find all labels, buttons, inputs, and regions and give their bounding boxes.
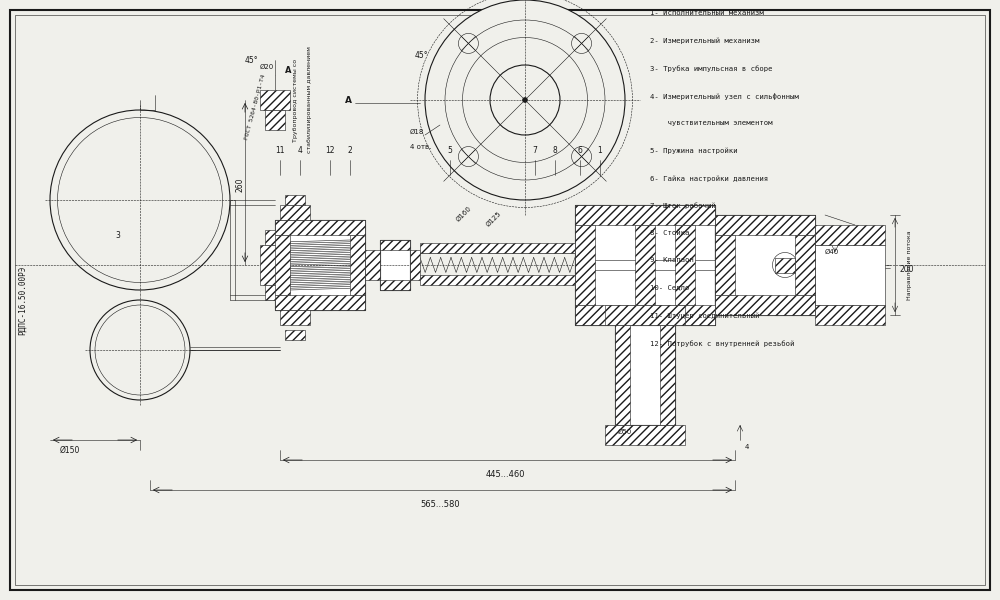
Bar: [350, 235, 365, 295]
Bar: [260, 245, 280, 285]
Bar: [420, 242, 575, 253]
Bar: [575, 205, 715, 325]
Text: Ø150: Ø150: [60, 446, 80, 455]
Bar: [605, 425, 685, 445]
Text: 2- Измерительный механизм: 2- Измерительный механизм: [650, 37, 759, 44]
Bar: [285, 195, 305, 205]
Text: 5- Пружина настройки: 5- Пружина настройки: [650, 148, 738, 154]
Text: 45°: 45°: [415, 51, 429, 60]
Text: ГОСТ 5264-80-Р1-Т4: ГОСТ 5264-80-Р1-Т4: [244, 74, 266, 140]
Bar: [380, 280, 410, 290]
Bar: [795, 235, 815, 295]
Text: 6- Гайка настройки давления: 6- Гайка настройки давления: [650, 175, 768, 181]
Text: 11: 11: [275, 146, 285, 155]
Bar: [815, 305, 885, 325]
Bar: [365, 250, 380, 280]
Text: 8- Стойка: 8- Стойка: [650, 230, 689, 236]
Bar: [815, 225, 885, 245]
Text: 10- Седло: 10- Седло: [650, 285, 689, 291]
Bar: [280, 310, 310, 325]
Text: 260: 260: [236, 178, 244, 192]
Circle shape: [522, 97, 528, 103]
Bar: [715, 215, 815, 235]
Text: 7- Шток рабочий: 7- Шток рабочий: [650, 202, 716, 209]
Text: A: A: [285, 66, 292, 75]
Text: 8: 8: [553, 146, 557, 155]
Circle shape: [90, 300, 190, 400]
Bar: [715, 295, 815, 315]
Text: 2: 2: [348, 146, 352, 155]
Text: A: A: [345, 96, 352, 105]
Bar: [265, 110, 285, 130]
Text: чувствительным элементом: чувствительным элементом: [650, 120, 772, 126]
Text: 11- Штуцер соединительный: 11- Штуцер соединительный: [650, 313, 759, 319]
Text: 4 отв.: 4 отв.: [410, 144, 431, 150]
Text: 3: 3: [115, 231, 120, 240]
Text: 200: 200: [900, 265, 914, 275]
Bar: [775, 257, 795, 272]
Bar: [605, 305, 685, 325]
Text: 445...460: 445...460: [485, 470, 525, 479]
Bar: [265, 285, 280, 300]
Text: РДПС-16.50.00РЭ: РДПС-16.50.00РЭ: [18, 265, 27, 335]
Text: 9- Клапаон: 9- Клапаон: [650, 257, 694, 263]
Text: 4- Измерительный узел с сильфонным: 4- Измерительный узел с сильфонным: [650, 92, 799, 100]
Bar: [420, 275, 575, 285]
Text: Ø160: Ø160: [455, 205, 473, 223]
Bar: [575, 305, 715, 325]
Bar: [265, 230, 280, 245]
Circle shape: [772, 253, 798, 277]
Text: Трубопровод системы со: Трубопровод системы со: [292, 58, 298, 142]
Text: 12: 12: [325, 146, 335, 155]
Bar: [275, 220, 365, 235]
Text: Ø125: Ø125: [485, 210, 502, 227]
Bar: [615, 325, 675, 425]
Text: 45°: 45°: [245, 56, 259, 65]
Bar: [675, 225, 695, 305]
Bar: [275, 220, 365, 310]
Bar: [410, 250, 420, 280]
Text: Ø40: Ø40: [825, 249, 839, 255]
Text: Ø50: Ø50: [618, 429, 632, 435]
Text: 3- Трубка импульсная в сборе: 3- Трубка импульсная в сборе: [650, 65, 772, 71]
Bar: [380, 240, 410, 250]
Circle shape: [425, 0, 625, 200]
Bar: [380, 240, 410, 290]
Text: Ø20: Ø20: [260, 64, 274, 70]
Text: 4: 4: [745, 444, 749, 450]
Bar: [575, 205, 715, 225]
Bar: [815, 245, 885, 305]
Text: 10: 10: [845, 231, 855, 240]
Text: стабилизированным давлением: стабилизированным давлением: [308, 47, 312, 154]
Bar: [635, 225, 655, 305]
Bar: [660, 325, 675, 425]
Bar: [260, 90, 290, 110]
Text: 12- Потрубок с внутренней резьбой: 12- Потрубок с внутренней резьбой: [650, 340, 794, 347]
Text: 7: 7: [533, 146, 537, 155]
Bar: [715, 215, 815, 315]
Text: 6: 6: [578, 146, 582, 155]
Bar: [615, 325, 630, 425]
Bar: [275, 295, 365, 310]
Text: 1: 1: [598, 146, 602, 155]
Bar: [285, 330, 305, 340]
Bar: [280, 205, 310, 220]
Text: 5: 5: [448, 146, 452, 155]
Text: Ø18: Ø18: [410, 129, 424, 135]
Bar: [715, 235, 735, 295]
Text: 565...580: 565...580: [420, 500, 460, 509]
Bar: [275, 235, 290, 295]
Text: 1- Исполнительный механизм: 1- Исполнительный механизм: [650, 10, 764, 16]
Circle shape: [50, 110, 230, 290]
Text: 4: 4: [298, 146, 302, 155]
Text: Направление потока: Направление потока: [908, 230, 912, 300]
Bar: [575, 225, 595, 305]
